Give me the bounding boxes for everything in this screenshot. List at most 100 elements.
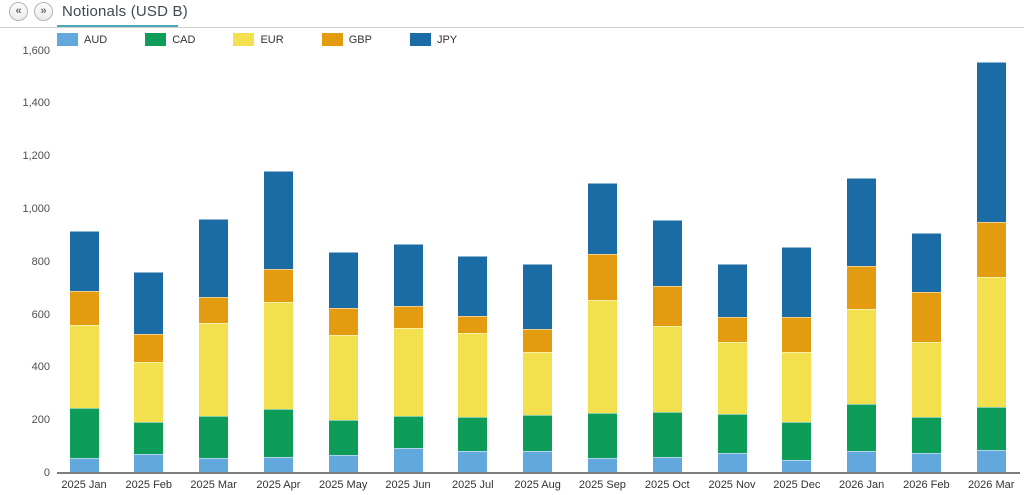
segment-eur-2025-sep[interactable] — [587, 299, 617, 414]
segment-cad-2025-jan[interactable] — [69, 408, 99, 459]
segment-jpy-2025-jun[interactable] — [393, 243, 423, 307]
segment-cad-2025-feb[interactable] — [134, 422, 164, 454]
segment-jpy-2025-oct[interactable] — [652, 219, 682, 287]
legend-item-eur[interactable]: EUR — [233, 33, 284, 46]
segment-aud-2026-jan[interactable] — [847, 450, 877, 473]
segment-aud-2025-jul[interactable] — [458, 451, 488, 473]
segment-cad-2026-jan[interactable] — [847, 404, 877, 451]
segment-jpy-2025-dec[interactable] — [782, 247, 812, 318]
bar-2025-sep[interactable] — [587, 183, 617, 473]
y-axis-tick-label: 600 — [31, 308, 50, 321]
segment-eur-2026-feb[interactable] — [911, 342, 941, 418]
bar-2025-jun[interactable] — [393, 243, 423, 473]
segment-aud-2025-oct[interactable] — [652, 457, 682, 473]
segment-aud-2026-feb[interactable] — [911, 453, 941, 473]
segment-jpy-2026-jan[interactable] — [847, 178, 877, 266]
bar-2026-feb[interactable] — [911, 233, 941, 473]
segment-gbp-2025-feb[interactable] — [134, 333, 164, 362]
segment-jpy-2025-sep[interactable] — [587, 183, 617, 254]
segment-aud-2025-may[interactable] — [328, 454, 358, 473]
legend-item-cad[interactable]: CAD — [145, 33, 195, 46]
segment-gbp-2025-oct[interactable] — [652, 286, 682, 326]
segment-aud-2025-mar[interactable] — [199, 458, 229, 473]
segment-gbp-2025-jan[interactable] — [69, 291, 99, 325]
segment-aud-2025-apr[interactable] — [263, 457, 293, 473]
segment-eur-2025-nov[interactable] — [717, 342, 747, 414]
segment-cad-2025-mar[interactable] — [199, 415, 229, 459]
segment-eur-2025-feb[interactable] — [134, 361, 164, 423]
bar-2026-mar[interactable] — [976, 62, 1006, 473]
legend-item-gbp[interactable]: GBP — [321, 33, 372, 46]
segment-gbp-2025-jun[interactable] — [393, 306, 423, 329]
segment-eur-2025-jun[interactable] — [393, 328, 423, 416]
segment-gbp-2026-mar[interactable] — [976, 222, 1006, 277]
segment-gbp-2025-sep[interactable] — [587, 253, 617, 300]
segment-eur-2025-apr[interactable] — [263, 302, 293, 410]
segment-aud-2025-jan[interactable] — [69, 458, 99, 473]
segment-cad-2025-apr[interactable] — [263, 409, 293, 458]
segment-eur-2025-jul[interactable] — [458, 333, 488, 417]
segment-jpy-2025-may[interactable] — [328, 251, 358, 309]
bar-2025-jan[interactable] — [69, 230, 99, 473]
bar-2025-may[interactable] — [328, 251, 358, 473]
bar-2025-dec[interactable] — [782, 247, 812, 473]
scroll-tabs-left-button[interactable]: « — [9, 2, 28, 21]
segment-cad-2025-may[interactable] — [328, 419, 358, 455]
bar-2025-aug[interactable] — [523, 263, 553, 473]
segment-eur-2025-mar[interactable] — [199, 323, 229, 416]
tab-notionals[interactable]: Notionals (USD B) — [57, 1, 190, 28]
segment-gbp-2025-aug[interactable] — [523, 328, 553, 353]
segment-jpy-2025-apr[interactable] — [263, 170, 293, 269]
segment-eur-2026-mar[interactable] — [976, 276, 1006, 407]
bar-2025-apr[interactable] — [263, 170, 293, 473]
segment-cad-2025-oct[interactable] — [652, 412, 682, 458]
segment-eur-2025-jan[interactable] — [69, 324, 99, 409]
segment-gbp-2025-jul[interactable] — [458, 315, 488, 334]
bar-2025-mar[interactable] — [199, 219, 229, 473]
segment-jpy-2025-aug[interactable] — [523, 263, 553, 329]
segment-aud-2026-mar[interactable] — [976, 449, 1006, 473]
segment-cad-2026-mar[interactable] — [976, 406, 1006, 450]
legend-item-aud[interactable]: AUD — [57, 33, 107, 46]
segment-aud-2025-jun[interactable] — [393, 448, 423, 473]
segment-eur-2025-dec[interactable] — [782, 352, 812, 423]
segment-aud-2025-feb[interactable] — [134, 454, 164, 473]
segment-cad-2025-jun[interactable] — [393, 415, 423, 449]
bar-2026-jan[interactable] — [847, 178, 877, 473]
segment-gbp-2026-feb[interactable] — [911, 292, 941, 343]
segment-jpy-2026-feb[interactable] — [911, 233, 941, 293]
segment-cad-2025-dec[interactable] — [782, 422, 812, 460]
segment-aud-2025-sep[interactable] — [587, 457, 617, 473]
segment-aud-2025-aug[interactable] — [523, 451, 553, 473]
bar-2025-feb[interactable] — [134, 272, 164, 473]
segment-cad-2025-nov[interactable] — [717, 413, 747, 453]
segment-jpy-2025-jan[interactable] — [69, 230, 99, 292]
bar-2025-jul[interactable] — [458, 255, 488, 473]
segment-aud-2025-dec[interactable] — [782, 459, 812, 473]
legend-item-jpy[interactable]: JPY — [409, 33, 457, 46]
segment-gbp-2025-dec[interactable] — [782, 317, 812, 353]
segment-eur-2026-jan[interactable] — [847, 309, 877, 405]
segment-gbp-2025-mar[interactable] — [199, 296, 229, 324]
segment-aud-2025-nov[interactable] — [717, 452, 747, 473]
segment-gbp-2025-nov[interactable] — [717, 317, 747, 343]
segment-jpy-2025-mar[interactable] — [199, 219, 229, 297]
segment-jpy-2026-mar[interactable] — [976, 62, 1006, 223]
segment-jpy-2025-jul[interactable] — [458, 255, 488, 316]
segment-cad-2026-feb[interactable] — [911, 417, 941, 454]
bar-2025-oct[interactable] — [652, 219, 682, 473]
segment-gbp-2025-may[interactable] — [328, 308, 358, 335]
segment-eur-2025-aug[interactable] — [523, 352, 553, 415]
legend-swatch-gbp — [321, 33, 343, 46]
segment-cad-2025-sep[interactable] — [587, 413, 617, 458]
segment-cad-2025-jul[interactable] — [458, 416, 488, 452]
scroll-tabs-right-button[interactable]: » — [34, 2, 53, 21]
segment-eur-2025-oct[interactable] — [652, 325, 682, 413]
segment-gbp-2026-jan[interactable] — [847, 265, 877, 310]
bar-2025-nov[interactable] — [717, 263, 747, 473]
segment-jpy-2025-nov[interactable] — [717, 263, 747, 318]
segment-jpy-2025-feb[interactable] — [134, 272, 164, 334]
segment-eur-2025-may[interactable] — [328, 334, 358, 420]
segment-gbp-2025-apr[interactable] — [263, 268, 293, 303]
segment-cad-2025-aug[interactable] — [523, 414, 553, 452]
